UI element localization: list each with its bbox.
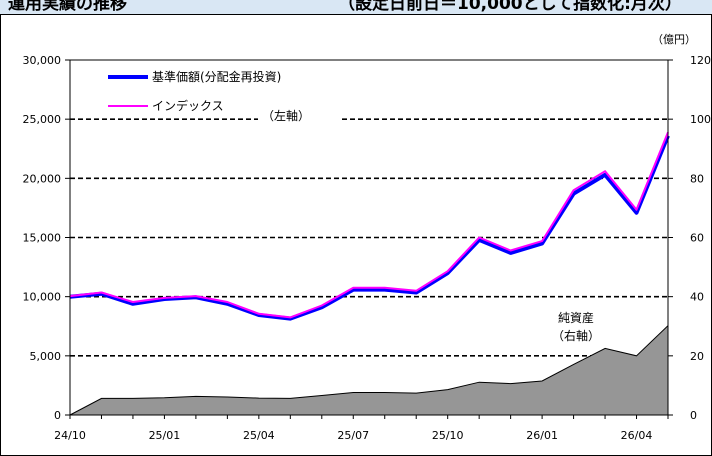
right-axis-tick-label: 20 (690, 350, 704, 363)
x-axis-tick-label: 25/07 (337, 429, 369, 442)
series-lines (69, 131, 670, 321)
right-axis-tick-label: 60 (690, 232, 704, 245)
x-axis-tick-label: 25/01 (149, 429, 181, 442)
x-axis-tick-label: 25/04 (243, 429, 275, 442)
right-axis-tick-label: 0 (690, 409, 697, 422)
right-axis-tick-label: 120 (690, 54, 711, 67)
left-axis-note: （左軸） (262, 108, 310, 123)
x-axis-tick-label: 26/04 (621, 429, 653, 442)
area-label-axis: （右軸） (552, 328, 600, 343)
x-axis-tick-label: 24/10 (54, 429, 86, 442)
left-axis-note-bg (258, 106, 342, 124)
left-axis-tick-label: 5,000 (30, 350, 62, 363)
right-axis-tick-label: 100 (690, 113, 711, 126)
left-axis-tick-label: 15,000 (23, 232, 62, 245)
x-axis-tick-label: 25/10 (432, 429, 464, 442)
header-title: 運用実績の推移 (8, 0, 127, 14)
net-assets-area (69, 324, 669, 416)
right-axis-tick-label: 80 (690, 172, 704, 185)
left-axis-tick-label: 10,000 (23, 291, 62, 304)
nav-series-line (69, 134, 670, 321)
net-assets-area-fill (69, 324, 669, 416)
right-axis-tick-label: 40 (690, 291, 704, 304)
left-axis-tick-label: 20,000 (23, 172, 62, 185)
left-axis-tick-label: 0 (54, 409, 61, 422)
legend-label-nav: 基準価額(分配金再投資) (152, 69, 281, 84)
legend-label-index: インデックス (152, 98, 224, 113)
left-axis-tick-label: 30,000 (23, 54, 62, 67)
legend: 基準価額(分配金再投資) インデックス (108, 69, 281, 113)
right-axis-unit: （億円） (652, 33, 696, 46)
chart-header: 運用実績の推移 （設定日前日＝10,000として指数化:月次） (0, 0, 712, 15)
axes: 0 0 5,000 20 10,000 40 15,000 60 20,000 80 25,000 1… (23, 54, 712, 442)
area-label: 純資産 (558, 310, 594, 325)
header-subtitle: （設定日前日＝10,000として指数化:月次） (338, 0, 682, 14)
left-axis-tick-label: 25,000 (23, 113, 62, 126)
x-axis-tick-label: 26/01 (526, 429, 558, 442)
index-series-line (69, 131, 669, 319)
